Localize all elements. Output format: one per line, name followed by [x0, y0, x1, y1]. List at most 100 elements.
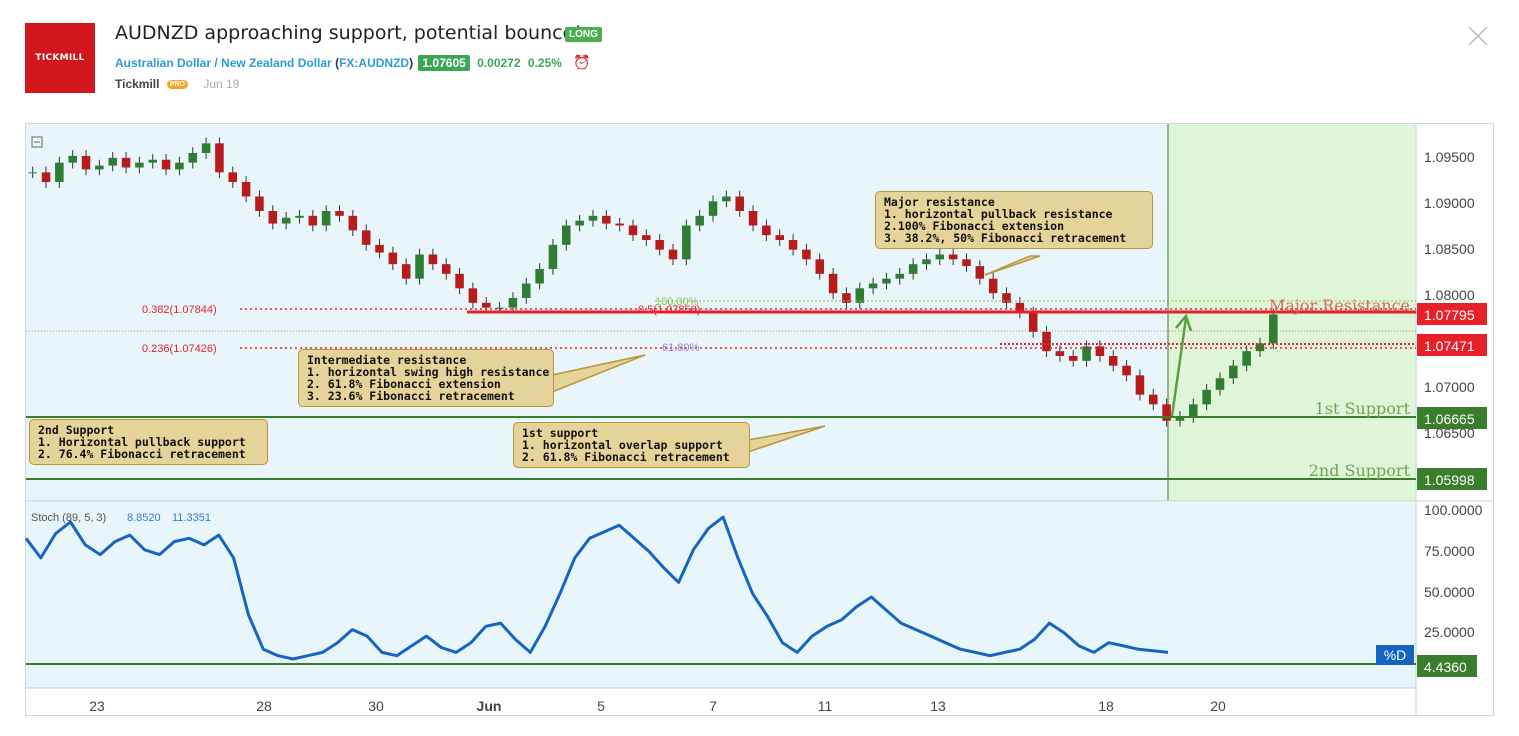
candle-body	[428, 254, 438, 265]
note-intermediate-resistance: Intermediate resistance 1. horizontal sw…	[298, 349, 554, 407]
candle-body	[628, 225, 638, 236]
price-badge: 1.07605	[418, 55, 470, 71]
author-name[interactable]: Tickmill	[115, 77, 160, 91]
candle-body	[1108, 356, 1118, 366]
candle-body	[575, 220, 584, 226]
stoch-title: Stoch (89, 5, 3)	[31, 512, 106, 524]
x-tick: 5	[597, 698, 605, 714]
candle-body	[668, 249, 678, 260]
candle-body	[948, 254, 958, 260]
x-tick: 7	[709, 698, 717, 714]
collapse-button	[31, 136, 43, 148]
fib-0382-label: 0.382(1.07844)	[142, 304, 217, 316]
stoch-pane-bg	[26, 502, 1416, 688]
candle-body	[562, 225, 571, 245]
candle-body	[828, 273, 838, 294]
second-support-text: 2nd Support	[1309, 461, 1411, 480]
candle-body	[215, 143, 224, 173]
stoch-y-tick: 50.0000	[1424, 584, 1475, 600]
candle-body	[1215, 378, 1225, 390]
candle-body	[802, 249, 811, 260]
logo-text: TICKMILL	[35, 53, 85, 63]
stoch-last-value-bg	[1417, 655, 1477, 677]
candle-body	[1175, 416, 1185, 421]
x-tick: 11	[818, 698, 833, 714]
candle-body	[1162, 404, 1171, 421]
x-tick: Jun	[477, 698, 502, 714]
candle-body	[1055, 351, 1065, 356]
candle-body	[962, 259, 971, 267]
price-tag-second-support: 1.05998	[1424, 472, 1475, 488]
chart-frame[interactable]	[25, 123, 1494, 716]
candle-body	[655, 240, 664, 250]
stoch-y-tick: 75.0000	[1424, 543, 1475, 559]
candle-body	[201, 143, 211, 153]
y-tick: 1.09500	[1424, 149, 1475, 165]
candle-body	[28, 172, 37, 174]
candle-body	[735, 196, 744, 211]
price-axis-labels: 1.09500 1.09000 1.08500 1.08000 1.07000 …	[1424, 149, 1483, 640]
stoch-value-2: 11.3351	[172, 512, 211, 524]
candle-body	[535, 269, 544, 284]
price-tag-major-resistance: 1.07795	[1424, 307, 1475, 323]
author-line: Tickmill PRO Jun 19	[115, 77, 239, 91]
candle-body	[548, 244, 558, 269]
close-icon[interactable]	[1466, 24, 1490, 48]
candle-body	[415, 254, 424, 279]
candle-body	[161, 159, 171, 170]
price-tag-first-support-bg	[1417, 407, 1487, 429]
candle-body	[1082, 346, 1091, 361]
alarm-clock-icon[interactable]: ⏰	[573, 54, 591, 70]
symbol-name-link[interactable]: Australian Dollar / New Zealand Dollar	[115, 56, 332, 70]
candle-body	[615, 223, 624, 226]
candle-body	[508, 298, 518, 308]
price-tag-major-resistance-bg	[1417, 303, 1487, 325]
candle-body	[1015, 302, 1025, 313]
symbol-code-link[interactable]: FX:AUDNZD	[339, 56, 410, 70]
candle-body	[975, 266, 985, 279]
candle-body	[468, 288, 478, 303]
price-change-pct: 0.25%	[527, 56, 562, 70]
candle-body	[1042, 331, 1051, 352]
fib-0236-label: 0.236(1.07426)	[142, 343, 217, 355]
stoch-value-1: 8.8520	[127, 512, 161, 524]
candle-body	[775, 235, 785, 240]
note-major-resistance: Major resistance 1. horizontal pullback …	[875, 191, 1153, 249]
candle-body	[895, 273, 905, 279]
candle-body	[1028, 312, 1038, 332]
callout-pointer-major	[984, 255, 1041, 276]
idea-title: AUDNZD approaching support, potential bo…	[115, 22, 582, 44]
fib-05-label: 0.5(1.07858)	[638, 304, 700, 316]
candle-body	[295, 215, 304, 218]
candle-body	[908, 264, 918, 274]
candle-body	[722, 196, 731, 202]
y-tick: 1.07000	[1424, 379, 1475, 395]
candle-body	[441, 264, 451, 274]
y-tick: 1.08000	[1424, 287, 1475, 303]
candle-body	[255, 196, 264, 211]
x-tick: 20	[1210, 698, 1226, 714]
candle-body	[1002, 293, 1011, 303]
candle-body	[55, 162, 64, 182]
candle-body	[1095, 346, 1105, 356]
candle-body	[695, 215, 704, 226]
candle-body	[842, 293, 851, 303]
publish-date: Jun 19	[203, 77, 240, 91]
candle-body	[642, 235, 651, 240]
symbol-line: Australian Dollar / New Zealand Dollar (…	[115, 54, 591, 71]
candle-body	[588, 215, 598, 221]
candle-body	[882, 278, 891, 284]
tickmill-logo[interactable]: TICKMILL	[25, 23, 95, 93]
bounce-arrow-line	[1170, 317, 1188, 417]
major-resistance-text: Major Resistance	[1269, 296, 1410, 315]
candle-body	[375, 244, 384, 253]
long-badge: LONG	[565, 27, 602, 42]
candle-body	[175, 162, 184, 170]
note-second-support: 2nd Support 1. Horizontal pullback suppo…	[29, 419, 268, 465]
price-tag-intermediate-bg	[1417, 334, 1487, 356]
candle-body	[708, 201, 718, 216]
x-tick: 13	[930, 698, 946, 714]
candle-body	[121, 157, 131, 168]
fib-100-label: 100.00%	[655, 296, 699, 308]
